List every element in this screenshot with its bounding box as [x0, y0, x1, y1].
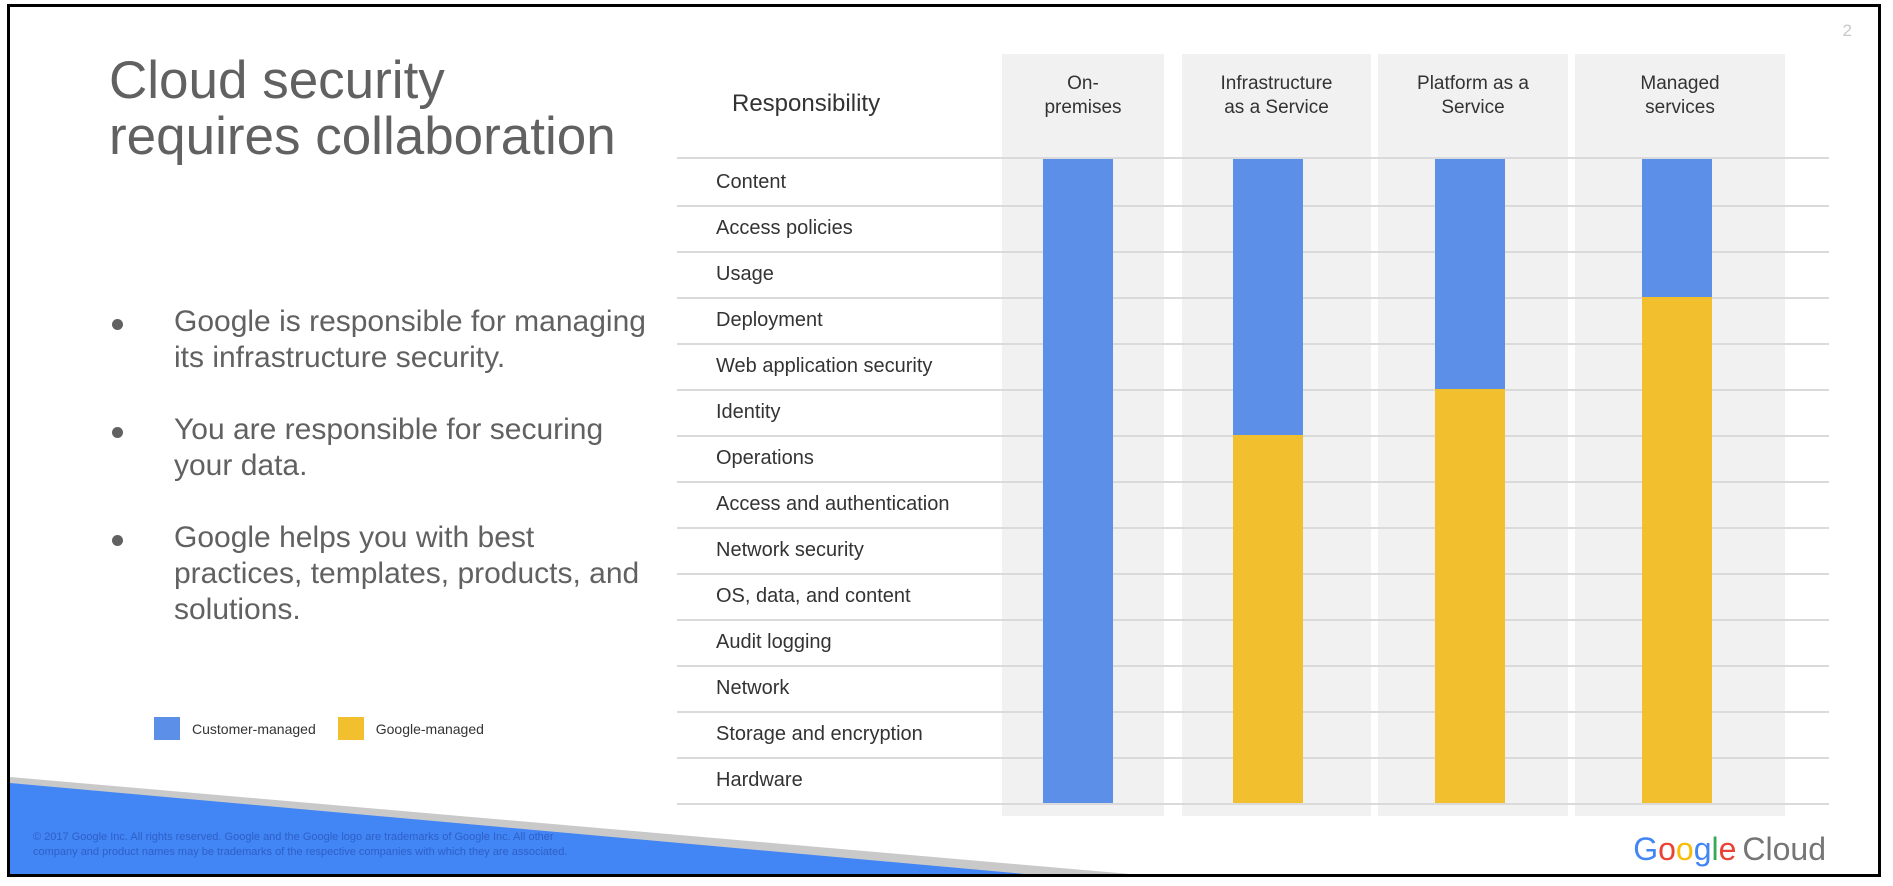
page-number: 2: [1842, 21, 1852, 40]
row-label: Network security: [716, 539, 864, 561]
customer-managed-bar: [1043, 159, 1113, 803]
row-divider: [677, 803, 1829, 805]
logo-letter: g: [1693, 831, 1712, 867]
column-header-paas: Platform as a Service: [1417, 73, 1529, 118]
logo-letter: o: [1658, 831, 1676, 867]
logo-letter: o: [1675, 831, 1694, 867]
logo-letter: G: [1633, 831, 1659, 867]
legend-label-google: Google-managed: [375, 720, 484, 737]
slide-title: Cloud security requires collaboration: [109, 51, 616, 166]
row-label: Access policies: [716, 217, 853, 239]
column-header-iaas: Infrastructure as a Service: [1220, 73, 1333, 118]
legend-item-customer: Customer-managed: [154, 717, 316, 740]
responsibility-header: Responsibility: [732, 90, 881, 117]
bullet-text: Google is responsible for managing its i…: [174, 305, 646, 374]
row-label: Audit logging: [716, 631, 832, 653]
bullet-item: Google is responsible for managing its i…: [103, 304, 663, 376]
bullet-item: Google helps you with best practices, te…: [103, 520, 663, 628]
google-managed-bar: [1233, 435, 1303, 803]
bullet-text: Google helps you with best practices, te…: [174, 521, 640, 626]
logo-letter: e: [1718, 831, 1737, 867]
google-swatch-icon: [337, 717, 364, 740]
row-label: Identity: [716, 401, 781, 423]
row-label: Operations: [716, 447, 814, 469]
customer-managed-bar: [1642, 159, 1712, 297]
row-divider: [677, 157, 1829, 159]
legend: Customer-managed Google-managed: [154, 717, 506, 740]
bullet-dot-icon: [112, 535, 123, 546]
google-cloud-logo: Google Cloud: [1633, 831, 1826, 868]
column-header-managed: Managed services: [1640, 73, 1720, 118]
bullet-item: You are responsible for securing your da…: [103, 412, 663, 484]
customer-managed-bar: [1233, 159, 1303, 435]
bullet-text: You are responsible for securing your da…: [174, 413, 604, 482]
row-label: Hardware: [716, 769, 803, 791]
row-label: OS, data, and content: [716, 585, 911, 607]
google-managed-bar: [1435, 389, 1505, 803]
google-managed-bar: [1642, 297, 1712, 803]
cloud-logo-text: Cloud: [1742, 831, 1826, 867]
footer-band: [10, 777, 1130, 874]
legend-item-google: Google-managed: [337, 717, 484, 740]
row-label: Web application security: [716, 355, 933, 377]
column-header-on-premises: On- premises: [1044, 73, 1122, 118]
row-label: Storage and encryption: [716, 723, 923, 745]
bullet-dot-icon: [112, 427, 123, 438]
row-label: Deployment: [716, 309, 823, 331]
google-wordmark: Google: [1633, 831, 1736, 867]
slide: 2 Cloud security requires collaboration …: [7, 4, 1881, 877]
copyright-notice: © 2017 Google Inc. All rights reserved. …: [33, 831, 568, 858]
legend-label-customer: Customer-managed: [192, 720, 316, 737]
row-label: Network: [716, 677, 790, 699]
row-label: Access and authentication: [716, 493, 950, 515]
row-label: Content: [716, 171, 787, 193]
bullet-list: Google is responsible for managing its i…: [103, 304, 663, 664]
logo-letter: l: [1711, 831, 1719, 867]
google-logo-text: Google: [1633, 831, 1736, 868]
customer-managed-bar: [1435, 159, 1505, 389]
bullet-dot-icon: [112, 319, 123, 330]
customer-swatch-icon: [154, 717, 180, 740]
row-label: Usage: [716, 263, 774, 285]
